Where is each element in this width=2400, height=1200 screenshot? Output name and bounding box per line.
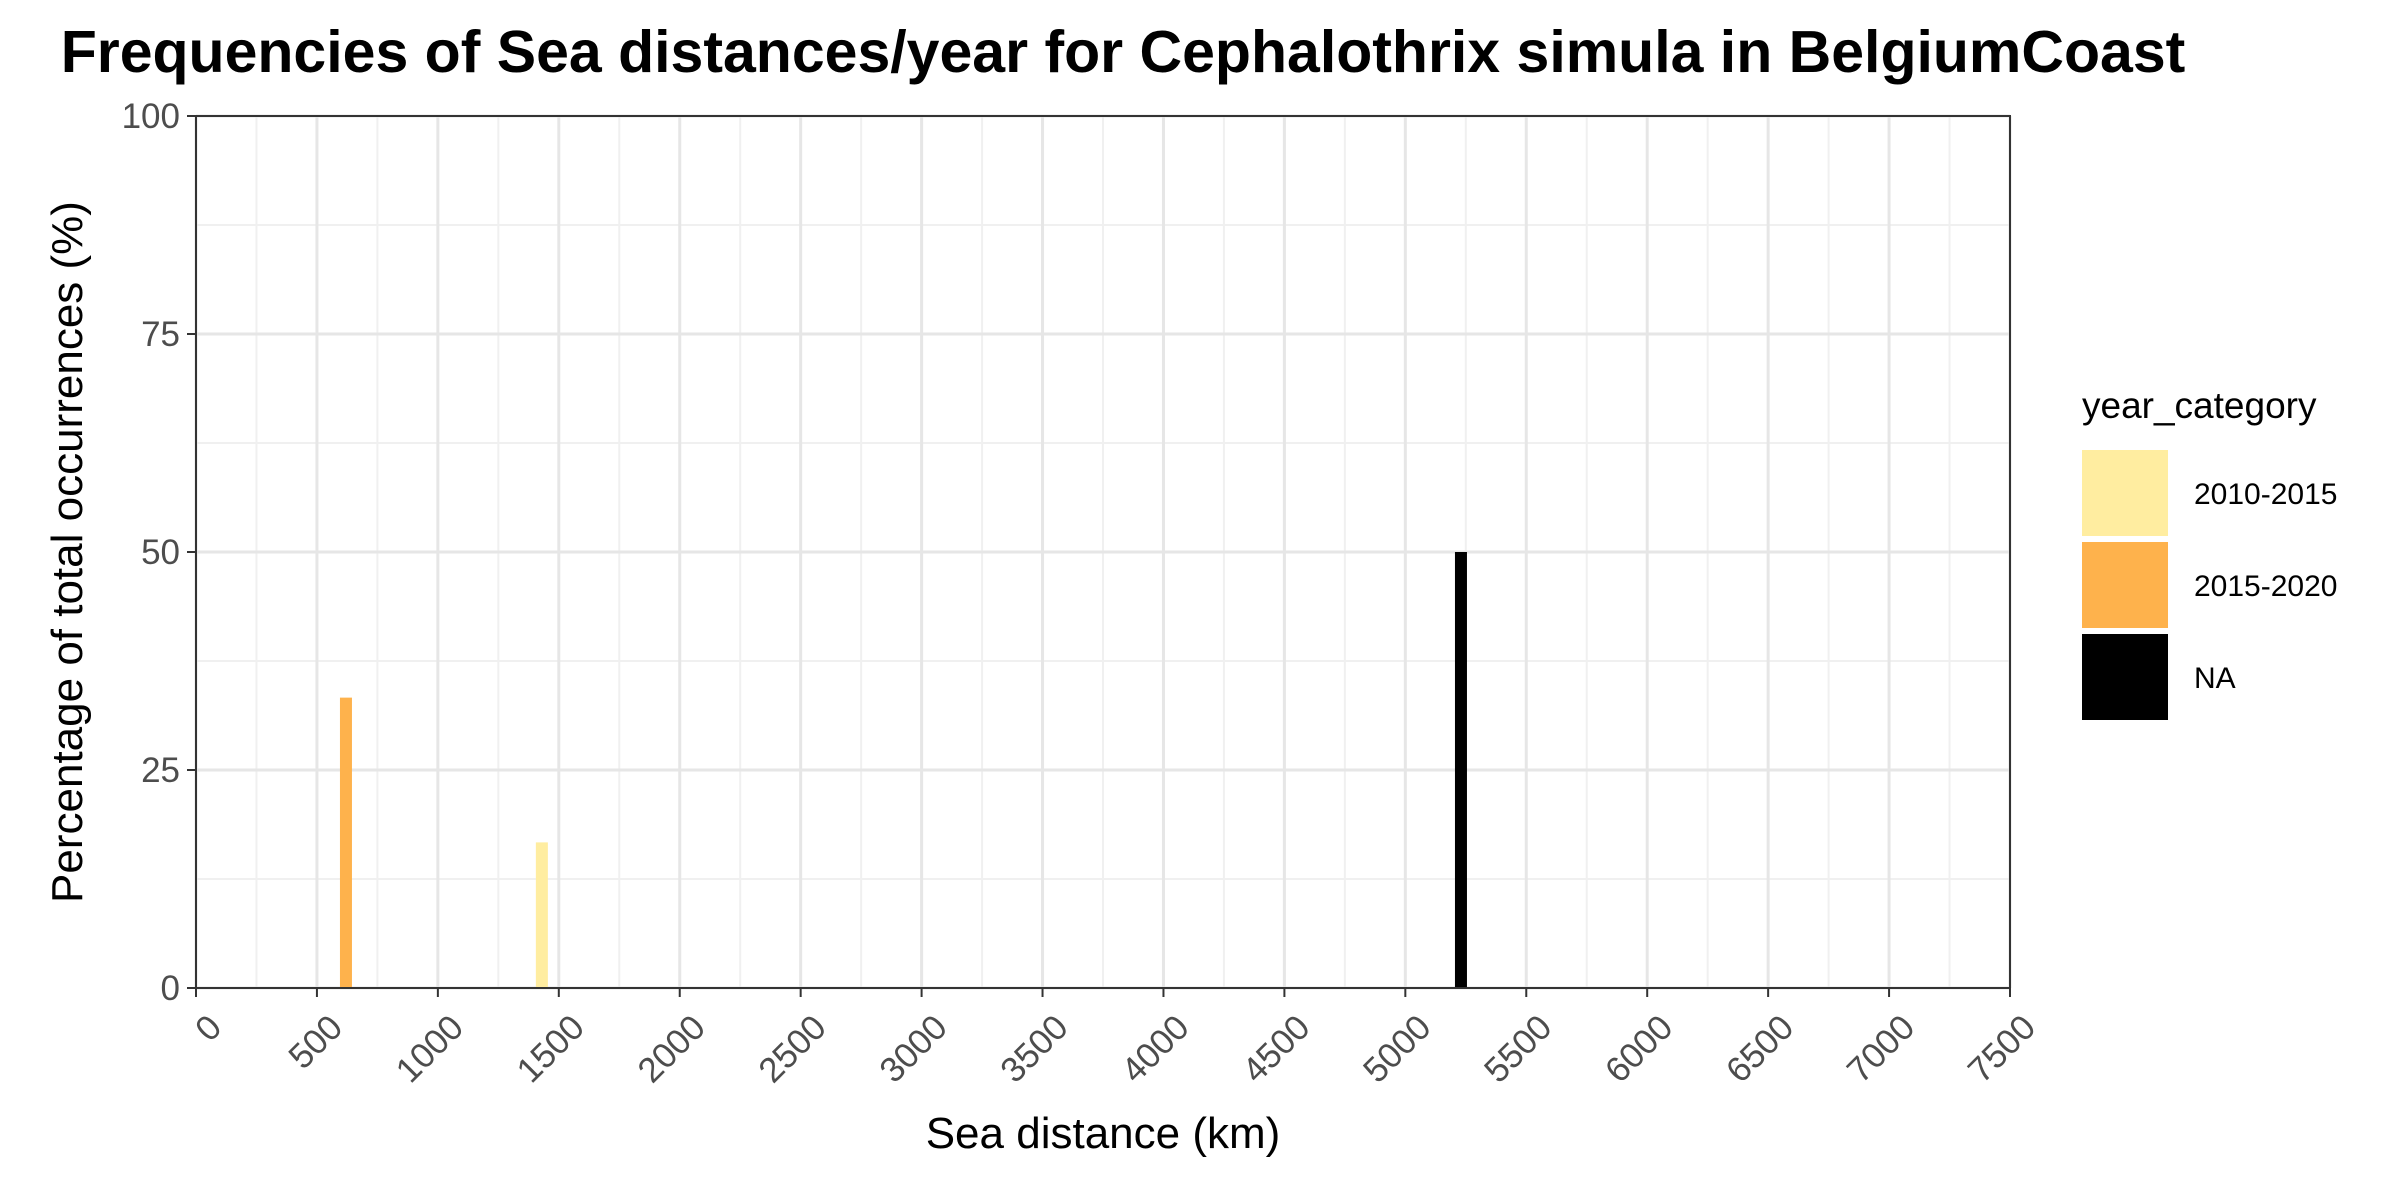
grid <box>194 114 2012 990</box>
legend-key-NA <box>2082 634 2168 720</box>
chart-title: Frequencies of Sea distances/year for Ce… <box>61 19 2186 85</box>
legend-key-2015-2020 <box>2082 542 2168 628</box>
legend-title: year_category <box>2082 385 2317 426</box>
y-tick-label: 50 <box>141 533 180 572</box>
legend-key-2010-2015 <box>2082 450 2168 536</box>
legend: year_category 2010-2015 2015-2020 NA <box>2082 385 2337 720</box>
legend-label: 2015-2020 <box>2194 570 2337 603</box>
legend-label: 2010-2015 <box>2194 478 2337 511</box>
bar-NA <box>1454 552 1467 988</box>
x-axis-title: Sea distance (km) <box>926 1109 1281 1158</box>
y-tick-label: 0 <box>161 969 180 1008</box>
y-tick-label: 75 <box>141 315 180 354</box>
bar-2015-2020 <box>339 697 352 988</box>
y-tick-label: 100 <box>122 97 180 136</box>
y-axis-title: Percentage of total occurrences (%) <box>43 201 92 903</box>
bars <box>339 552 1467 988</box>
legend-label: NA <box>2194 662 2236 695</box>
bar-2010-2015 <box>535 842 548 988</box>
y-tick-label: 25 <box>141 751 180 790</box>
